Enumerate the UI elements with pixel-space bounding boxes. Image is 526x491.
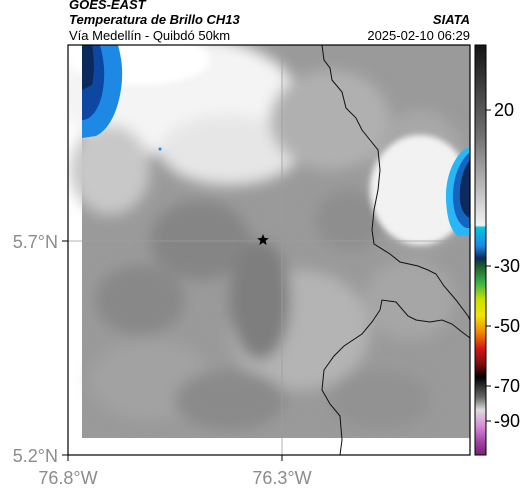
star-marker bbox=[257, 234, 269, 245]
lon-tick-label: 76.8°W bbox=[38, 468, 97, 488]
brightness-temperature-field bbox=[68, 45, 470, 455]
datetime-label: 2025-02-10 06:29 bbox=[367, 28, 470, 43]
colorbar-ticks: 20 -30 -50 -70 -90 bbox=[486, 100, 520, 431]
colorbar-tick-label: -70 bbox=[494, 376, 520, 396]
colorbar-tick-label: -30 bbox=[494, 256, 520, 276]
lat-tick-label: 5.7°N bbox=[13, 232, 58, 252]
colorbar-tick-label: -90 bbox=[494, 411, 520, 431]
org-label: SIATA bbox=[432, 12, 470, 27]
colorbar-tick-label: 20 bbox=[494, 100, 514, 120]
colorbar bbox=[474, 44, 487, 456]
product-title: Temperatura de Brillo CH13 bbox=[69, 12, 240, 27]
satellite-title: GOES-EAST bbox=[69, 0, 146, 12]
department-boundaries bbox=[321, 45, 470, 455]
colorbar-tick-label: -50 bbox=[494, 316, 520, 336]
lat-tick-label: 5.2°N bbox=[13, 446, 58, 466]
map-border bbox=[67, 44, 471, 456]
lon-tick-label: 76.3°W bbox=[252, 468, 311, 488]
route-subtitle: Vía Medellín - Quibdó 50km bbox=[69, 28, 231, 43]
